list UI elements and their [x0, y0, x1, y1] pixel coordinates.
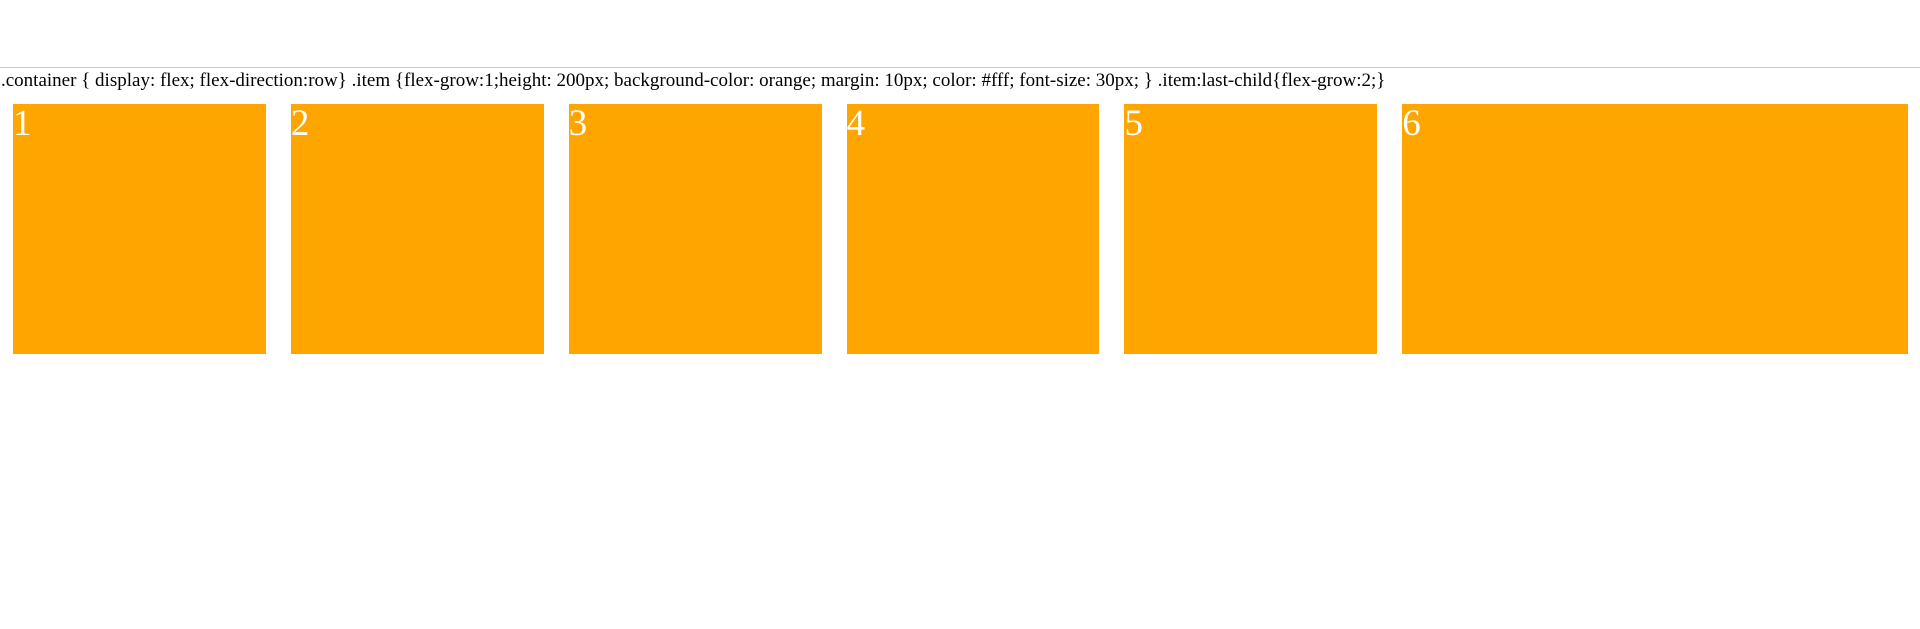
flex-item-4: 4: [846, 104, 1100, 354]
top-blank-area: [0, 0, 1920, 68]
flex-container: 1 2 3 4 5 6: [0, 94, 1920, 364]
css-rules-text: .container { display: flex; flex-directi…: [1, 70, 1386, 91]
flex-item-6: 6: [1402, 104, 1909, 354]
flex-item-3: 3: [568, 104, 822, 354]
flex-item-5: 5: [1124, 104, 1378, 354]
flex-item-1: 1: [13, 104, 266, 354]
flex-item-2: 2: [290, 104, 544, 354]
